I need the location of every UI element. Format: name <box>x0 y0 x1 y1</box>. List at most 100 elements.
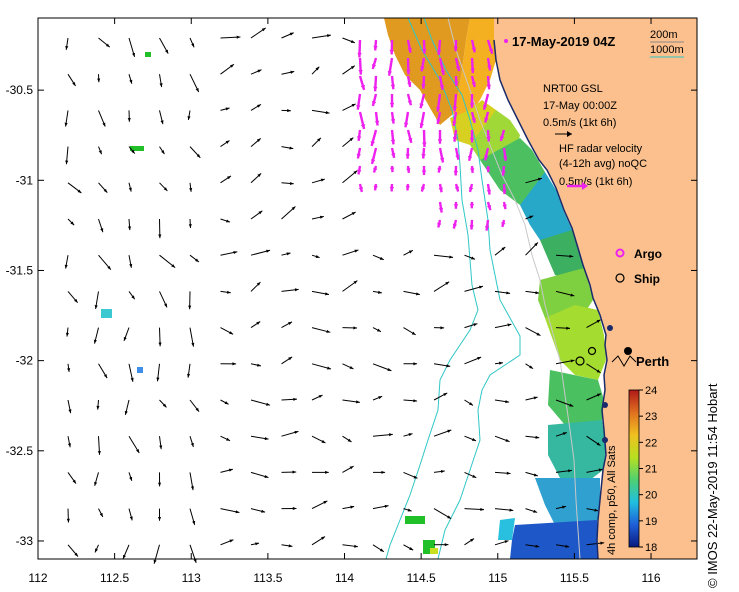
current-arrow <box>67 472 77 484</box>
hf-legend-line1: HF radar velocity <box>559 143 643 155</box>
current-arrow <box>250 249 271 256</box>
current-arrow <box>94 472 99 486</box>
current-arrow <box>159 146 165 155</box>
current-arrow <box>189 327 195 347</box>
current-arrow <box>220 539 234 546</box>
current-arrow <box>64 255 69 269</box>
current-arrow <box>311 109 330 115</box>
current-arrow <box>433 429 452 437</box>
current-arrow <box>127 218 132 231</box>
current-arrow <box>128 363 134 382</box>
gsl-legend-line2: 17-May 00:00Z <box>543 100 617 112</box>
current-arrow <box>220 63 235 75</box>
current-arrow <box>153 544 160 564</box>
current-arrow <box>525 363 534 370</box>
current-arrow <box>187 110 191 121</box>
hf-radar-arrow <box>358 183 364 193</box>
hf-radar-arrow <box>437 129 443 144</box>
hf-radar-arrow <box>499 129 506 142</box>
current-arrow <box>123 327 130 342</box>
current-arrow <box>159 399 167 408</box>
current-arrow <box>250 471 269 478</box>
hf-radar-arrow <box>468 183 474 193</box>
current-arrow <box>128 435 140 454</box>
current-arrow <box>189 508 196 526</box>
hf-radar-arrow <box>390 75 396 90</box>
hf-radar-arrow <box>357 165 362 175</box>
hf-radar-arrow <box>405 147 410 159</box>
hf-radar-arrow <box>387 57 394 76</box>
current-arrow <box>555 399 574 407</box>
hf-radar-arrow <box>470 165 475 174</box>
current-arrow <box>433 326 445 330</box>
island-marker <box>602 402 608 408</box>
hf-radar-arrow <box>390 147 396 159</box>
current-arrow <box>220 468 233 473</box>
current-arrow <box>127 110 131 122</box>
perth-leader-line <box>611 355 637 367</box>
current-arrow <box>342 211 356 220</box>
hf-radar-arrow <box>486 183 492 195</box>
current-arrow <box>122 544 130 560</box>
current-arrow <box>220 250 238 256</box>
current-arrow <box>342 137 354 147</box>
hf-radar-arrow <box>371 57 378 70</box>
current-arrow <box>311 394 323 401</box>
hf-radar-arrow <box>438 201 444 213</box>
current-arrow <box>188 218 192 228</box>
hf-radar-arrow <box>452 93 458 112</box>
current-arrow <box>342 280 358 292</box>
hf-radar-arrow <box>467 147 474 162</box>
current-arrow <box>342 465 354 473</box>
x-axis: 112 112.5 113 113.5 114 114.5 115 115.5 116 <box>28 18 661 585</box>
x-tick-label: 113.5 <box>253 571 282 585</box>
current-arrow <box>250 173 262 184</box>
current-arrow <box>525 435 540 439</box>
colorbar-tick-label: 18 <box>645 542 657 554</box>
current-arrow <box>65 327 69 337</box>
current-arrow <box>311 290 330 296</box>
current-arrow <box>158 218 162 239</box>
current-arrow <box>525 290 540 295</box>
current-arrow <box>403 399 418 403</box>
current-arrow <box>281 397 298 401</box>
current-arrow <box>67 399 72 414</box>
argo-title-marker <box>504 39 508 43</box>
x-tick-label: 115 <box>488 571 507 585</box>
current-arrow <box>250 321 261 329</box>
current-arrow <box>372 395 383 401</box>
current-arrow <box>433 363 451 368</box>
current-arrow <box>342 544 359 548</box>
current-arrow <box>220 399 229 405</box>
colorbar-tick-label: 22 <box>645 437 657 449</box>
current-arrow <box>342 65 356 75</box>
hf-radar-arrow <box>453 201 459 209</box>
hf-radar-arrow <box>454 75 459 87</box>
current-arrow <box>96 399 100 410</box>
current-arrow <box>220 218 231 223</box>
current-arrow <box>159 37 169 54</box>
hf-radar-arrow <box>421 147 426 159</box>
current-arrow <box>342 170 358 184</box>
current-arrow <box>464 471 477 479</box>
hf-legend-line2: (4-12h avg) noQC <box>559 158 647 170</box>
current-arrow <box>281 544 293 548</box>
hf-radar-arrow <box>421 75 426 89</box>
hf-radar-arrow <box>373 75 378 92</box>
current-arrow <box>586 393 602 401</box>
depth-legend-1000m: 1000m <box>650 44 684 56</box>
x-tick-label: 112 <box>28 571 47 585</box>
current-arrow <box>372 254 384 261</box>
current-arrow <box>220 175 232 184</box>
current-arrow <box>464 435 477 442</box>
hf-radar-arrow <box>356 93 362 110</box>
hf-radar-arrow <box>422 39 427 54</box>
current-arrow <box>281 506 297 511</box>
hf-radar-arrow <box>404 111 410 128</box>
current-arrow <box>98 508 104 518</box>
contour-1000m-b <box>423 18 521 559</box>
current-arrow <box>220 327 234 335</box>
argo-legend-icon <box>615 248 625 258</box>
current-arrow <box>311 254 320 259</box>
